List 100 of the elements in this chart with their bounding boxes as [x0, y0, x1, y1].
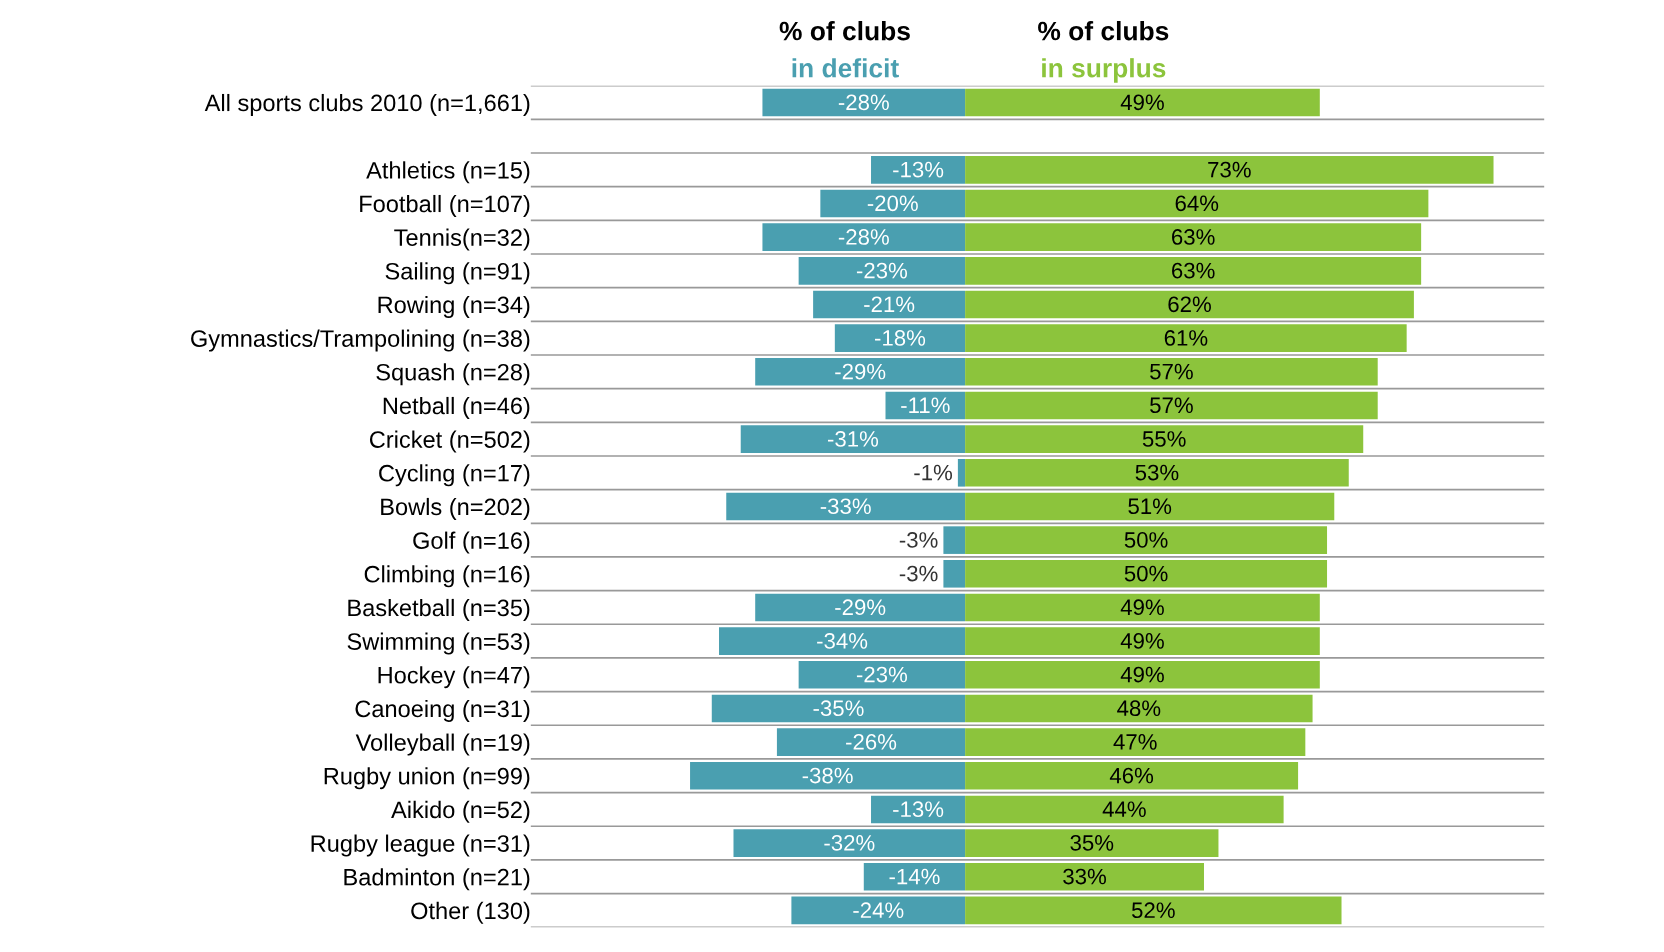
bar — [965, 391, 1378, 420]
bar — [813, 290, 966, 319]
y-tick-label: Squash (n=28) — [376, 363, 530, 386]
bar — [863, 862, 966, 891]
bar — [965, 156, 1494, 184]
bar — [965, 761, 1299, 790]
data-label: -32% — [824, 835, 875, 851]
bar — [965, 728, 1306, 756]
bar — [726, 492, 966, 521]
bar — [871, 156, 966, 184]
data-label: -26% — [846, 734, 897, 750]
bar — [965, 862, 1204, 891]
data-label: 57% — [1150, 397, 1193, 414]
bar — [776, 728, 966, 756]
data-label: -13% — [893, 161, 944, 178]
bar — [965, 257, 1422, 285]
data-label: 46% — [1109, 767, 1154, 784]
bar — [820, 189, 966, 218]
data-label: 47% — [1113, 734, 1157, 750]
bar — [965, 425, 1364, 453]
text: % of clubs — [779, 21, 910, 41]
bar — [733, 829, 966, 857]
y-tick-label: Other (130) — [411, 901, 530, 924]
data-label: -28% — [838, 94, 889, 111]
y-tick-label: Tennis(n=32) — [394, 228, 530, 251]
data-label: -18% — [875, 330, 926, 346]
data-label: 53% — [1135, 464, 1179, 481]
bar — [719, 627, 966, 655]
data-label: 55% — [1142, 431, 1186, 447]
bar — [965, 492, 1335, 521]
bar — [943, 526, 966, 554]
data-label: 51% — [1128, 498, 1172, 515]
text: % of clubs — [1038, 21, 1169, 41]
data-label: 63% — [1172, 262, 1215, 279]
data-label: 49% — [1120, 633, 1164, 649]
bar — [762, 88, 966, 117]
data-label: -29% — [835, 363, 886, 380]
data-label: -13% — [893, 801, 944, 818]
data-label: 44% — [1102, 801, 1146, 817]
data-label: 64% — [1175, 195, 1219, 212]
data-label: 49% — [1120, 599, 1164, 616]
bar — [755, 358, 966, 386]
y-tick-label: Rugby union (n=99) — [324, 767, 530, 790]
data-label: -24% — [853, 902, 904, 918]
y-tick-label: Hockey (n=47) — [378, 666, 530, 689]
data-label: 73% — [1208, 161, 1251, 178]
bar — [762, 223, 966, 251]
bar — [965, 896, 1342, 925]
bar — [798, 660, 966, 689]
data-label: -11% — [901, 397, 950, 414]
bar — [965, 559, 1328, 588]
data-label: -28% — [838, 229, 889, 245]
series-label: in surplus — [1042, 58, 1166, 83]
bar — [965, 324, 1407, 352]
data-label: -23% — [856, 262, 908, 279]
data-label: 35% — [1070, 835, 1114, 851]
bar — [834, 324, 966, 352]
bar — [965, 829, 1219, 857]
data-label: -3% — [899, 532, 938, 548]
y-tick-label: Athletics (n=15) — [366, 161, 530, 184]
data-label: -38% — [802, 767, 853, 784]
y-tick-label: Canoeing (n=31) — [355, 699, 530, 722]
y-tick-label: Aikido (n=52) — [391, 800, 530, 823]
data-label: -21% — [864, 296, 915, 313]
y-tick-label: Swimming (n=53) — [347, 632, 530, 655]
y-tick-label: Badminton (n=21) — [344, 868, 530, 891]
bar — [965, 189, 1429, 218]
data-label: -23% — [856, 666, 908, 683]
y-tick-label: Basketball (n=35) — [348, 598, 530, 621]
y-tick-label: Golf (n=16) — [413, 531, 530, 554]
bar — [965, 660, 1320, 689]
data-label: 61% — [1164, 330, 1208, 346]
data-label: 50% — [1124, 532, 1168, 548]
data-label: -33% — [820, 498, 871, 515]
y-tick-label: Cycling (n=17) — [379, 464, 530, 487]
bar — [965, 627, 1320, 655]
bar — [965, 526, 1328, 554]
bar — [965, 290, 1414, 319]
bar — [965, 593, 1320, 622]
bar — [965, 223, 1422, 251]
y-tick-label: Netball (n=46) — [383, 396, 530, 419]
y-tick-label: Cricket (n=502) — [369, 430, 530, 453]
bar — [740, 425, 966, 453]
bar — [965, 459, 1349, 487]
data-label: 33% — [1063, 868, 1106, 885]
y-tick-label: Climbing (n=16) — [364, 565, 530, 588]
data-label: 50% — [1124, 565, 1168, 582]
data-label: 52% — [1131, 902, 1175, 919]
data-label: -1% — [914, 464, 953, 481]
y-tick-label: Sailing (n=91) — [385, 262, 530, 285]
data-label: 62% — [1168, 296, 1211, 313]
bar — [965, 358, 1378, 386]
bar — [755, 593, 966, 622]
data-label: -34% — [817, 633, 868, 649]
y-tick-label: Rugby league (n=31) — [311, 834, 530, 857]
y-tick-label: All sports clubs 2010 (n=1,661) — [204, 93, 530, 116]
bar — [690, 761, 966, 790]
series-label: in deficit — [792, 58, 899, 78]
bar — [943, 559, 966, 588]
data-label: 49% — [1120, 666, 1164, 683]
